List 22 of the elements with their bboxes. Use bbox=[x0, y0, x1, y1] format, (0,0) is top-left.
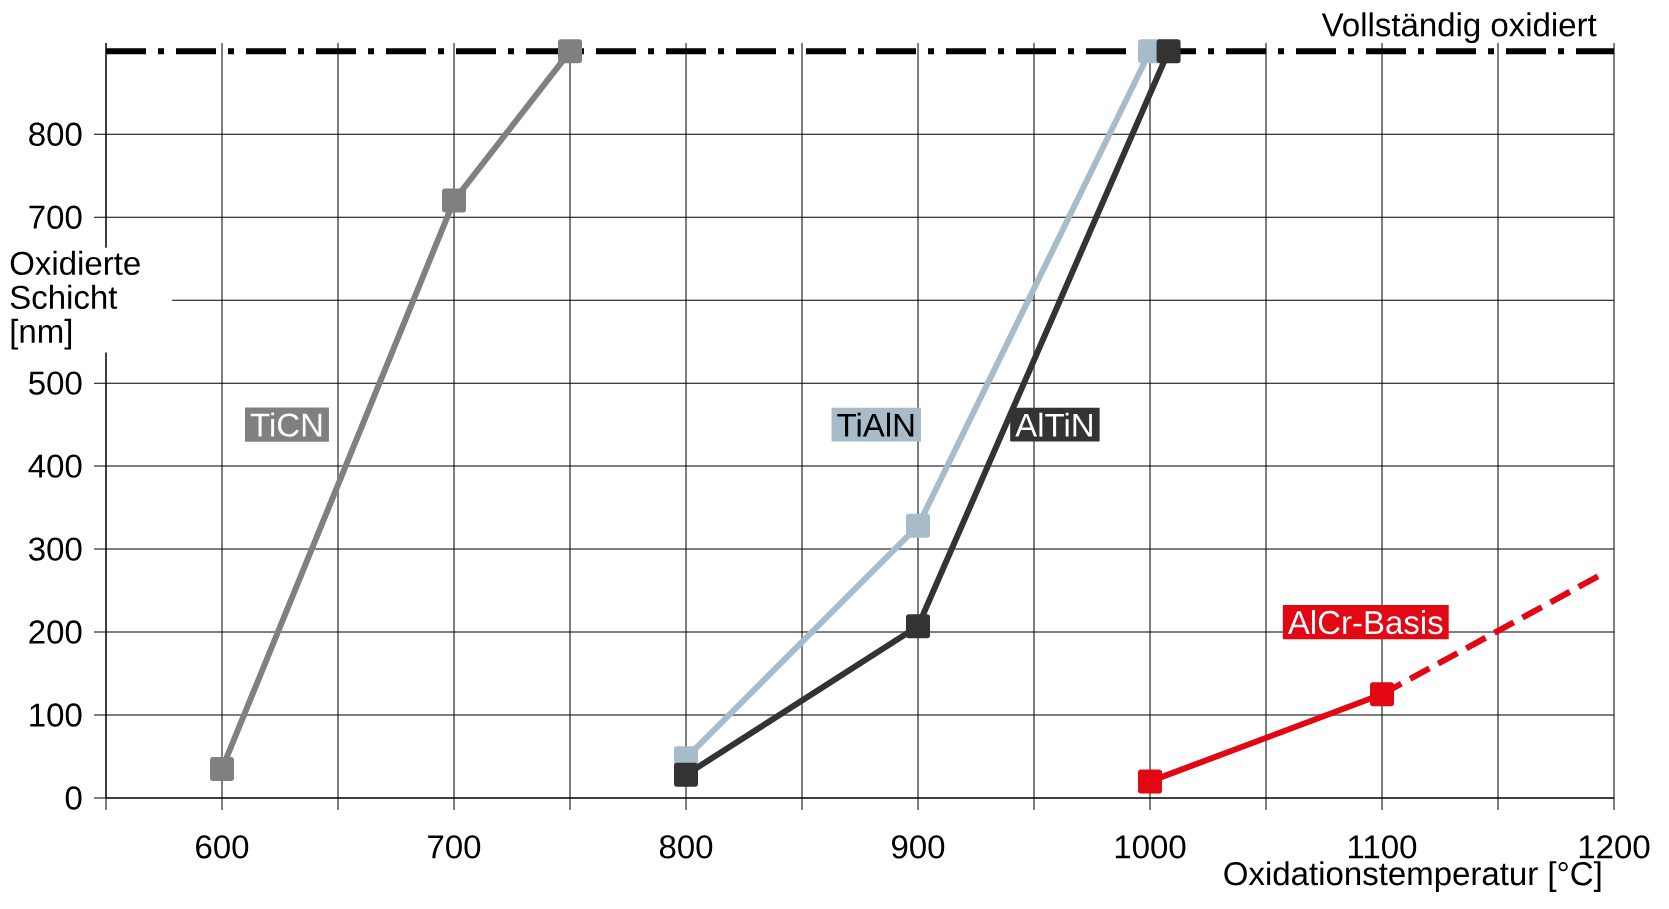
x-tick-label: 1100 bbox=[1349, 835, 1417, 859]
x-tick-label: 900 bbox=[892, 835, 945, 859]
x-tick-label: 1000 bbox=[1115, 835, 1186, 859]
y-tick-label: 800 bbox=[29, 122, 82, 146]
y-tick-label: 100 bbox=[30, 703, 82, 727]
x-tick-label: 1200 bbox=[1579, 835, 1650, 859]
series-label: AlTiN bbox=[1015, 412, 1092, 437]
x-tick-label: 800 bbox=[659, 835, 713, 859]
y-tick-label: 700 bbox=[29, 205, 82, 229]
y-tick-label: 300 bbox=[29, 537, 82, 561]
y-tick-label: 0 bbox=[65, 786, 82, 810]
ref-line-label: Vollständig oxidiert bbox=[1321, 12, 1597, 44]
x-tick-label: 600 bbox=[196, 835, 249, 859]
series-label: TiAlN bbox=[837, 412, 914, 437]
x-axis-title: Oxidationstemperatur [°C] bbox=[1224, 861, 1601, 892]
y-axis-title: Oxidierte Schicht [nm] bbox=[10, 250, 140, 350]
y-tick-label: 200 bbox=[29, 620, 82, 644]
y-tick-label: 500 bbox=[29, 371, 82, 395]
y-tick-label: 400 bbox=[28, 454, 82, 478]
series-label: AlCr-Basis bbox=[1287, 609, 1443, 635]
series-label: TiCN bbox=[250, 412, 322, 437]
x-tick-label: 700 bbox=[428, 835, 481, 859]
